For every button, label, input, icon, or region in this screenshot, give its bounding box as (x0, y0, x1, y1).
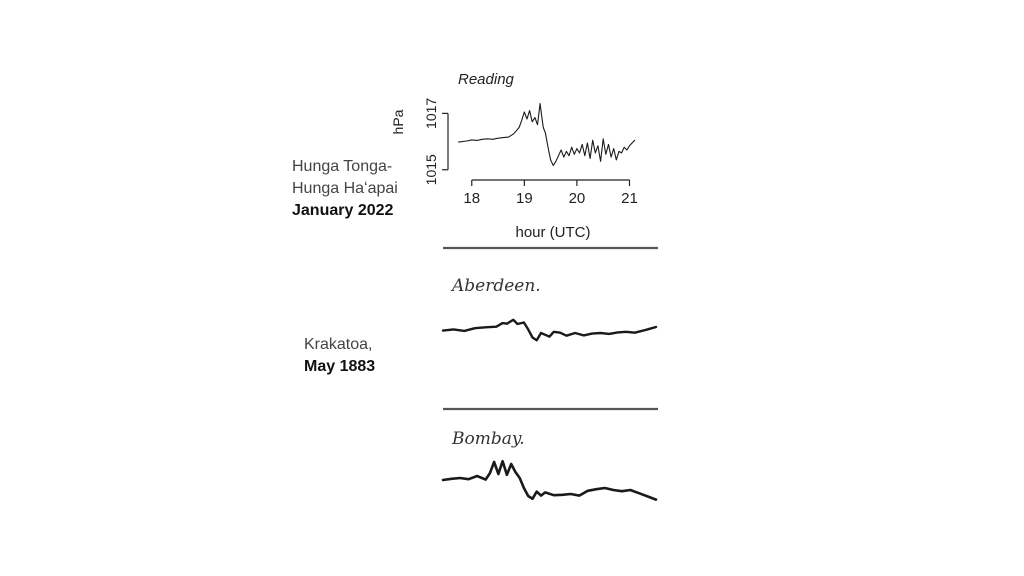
reading-chart-ylabel: hPa (390, 109, 406, 134)
reading-chart-title: Reading (458, 71, 515, 88)
reading-chart-axes (447, 113, 630, 181)
hunga-label-line2: Hunga Haʻapai (292, 180, 398, 197)
aberdeen-chart-series (441, 318, 658, 342)
reading-pressure-line (458, 102, 636, 167)
bombay-chart: Bombay. (441, 407, 658, 501)
x-tick-label: 19 (516, 190, 533, 207)
reading-chart: Reading hPa hour (UTC) 18 19 20 21 1015 1017 (390, 71, 638, 241)
x-tick-label: 20 (569, 190, 586, 207)
x-tick-label: 18 (463, 190, 480, 207)
bombay-chart-series (441, 459, 658, 501)
hunga-label-line1: Hunga Tonga- (292, 158, 393, 175)
x-tick-label: 21 (621, 190, 638, 207)
hunga-label-date: January 2022 (292, 202, 394, 219)
y-tick-label: 1017 (423, 98, 439, 129)
bombay-chart-title: Bombay. (451, 429, 525, 449)
aberdeen-chart-title: Aberdeen. (450, 276, 541, 296)
krakatoa-label-date: May 1883 (304, 358, 376, 375)
reading-chart-xlabel: hour (UTC) (515, 224, 590, 241)
reading-chart-series (458, 102, 636, 167)
krakatoa-label: Krakatoa, May 1883 (304, 334, 375, 378)
aberdeen-pressure-line (441, 318, 658, 342)
reading-chart-ticks: 18 19 20 21 1015 1017 (423, 98, 638, 207)
krakatoa-label-line1: Krakatoa, (304, 336, 373, 353)
hunga-label: Hunga Tonga- Hunga Haʻapai January 2022 (292, 156, 398, 222)
bombay-pressure-line (441, 459, 658, 501)
y-tick-label: 1015 (423, 154, 439, 185)
aberdeen-chart: Aberdeen. (441, 246, 658, 342)
